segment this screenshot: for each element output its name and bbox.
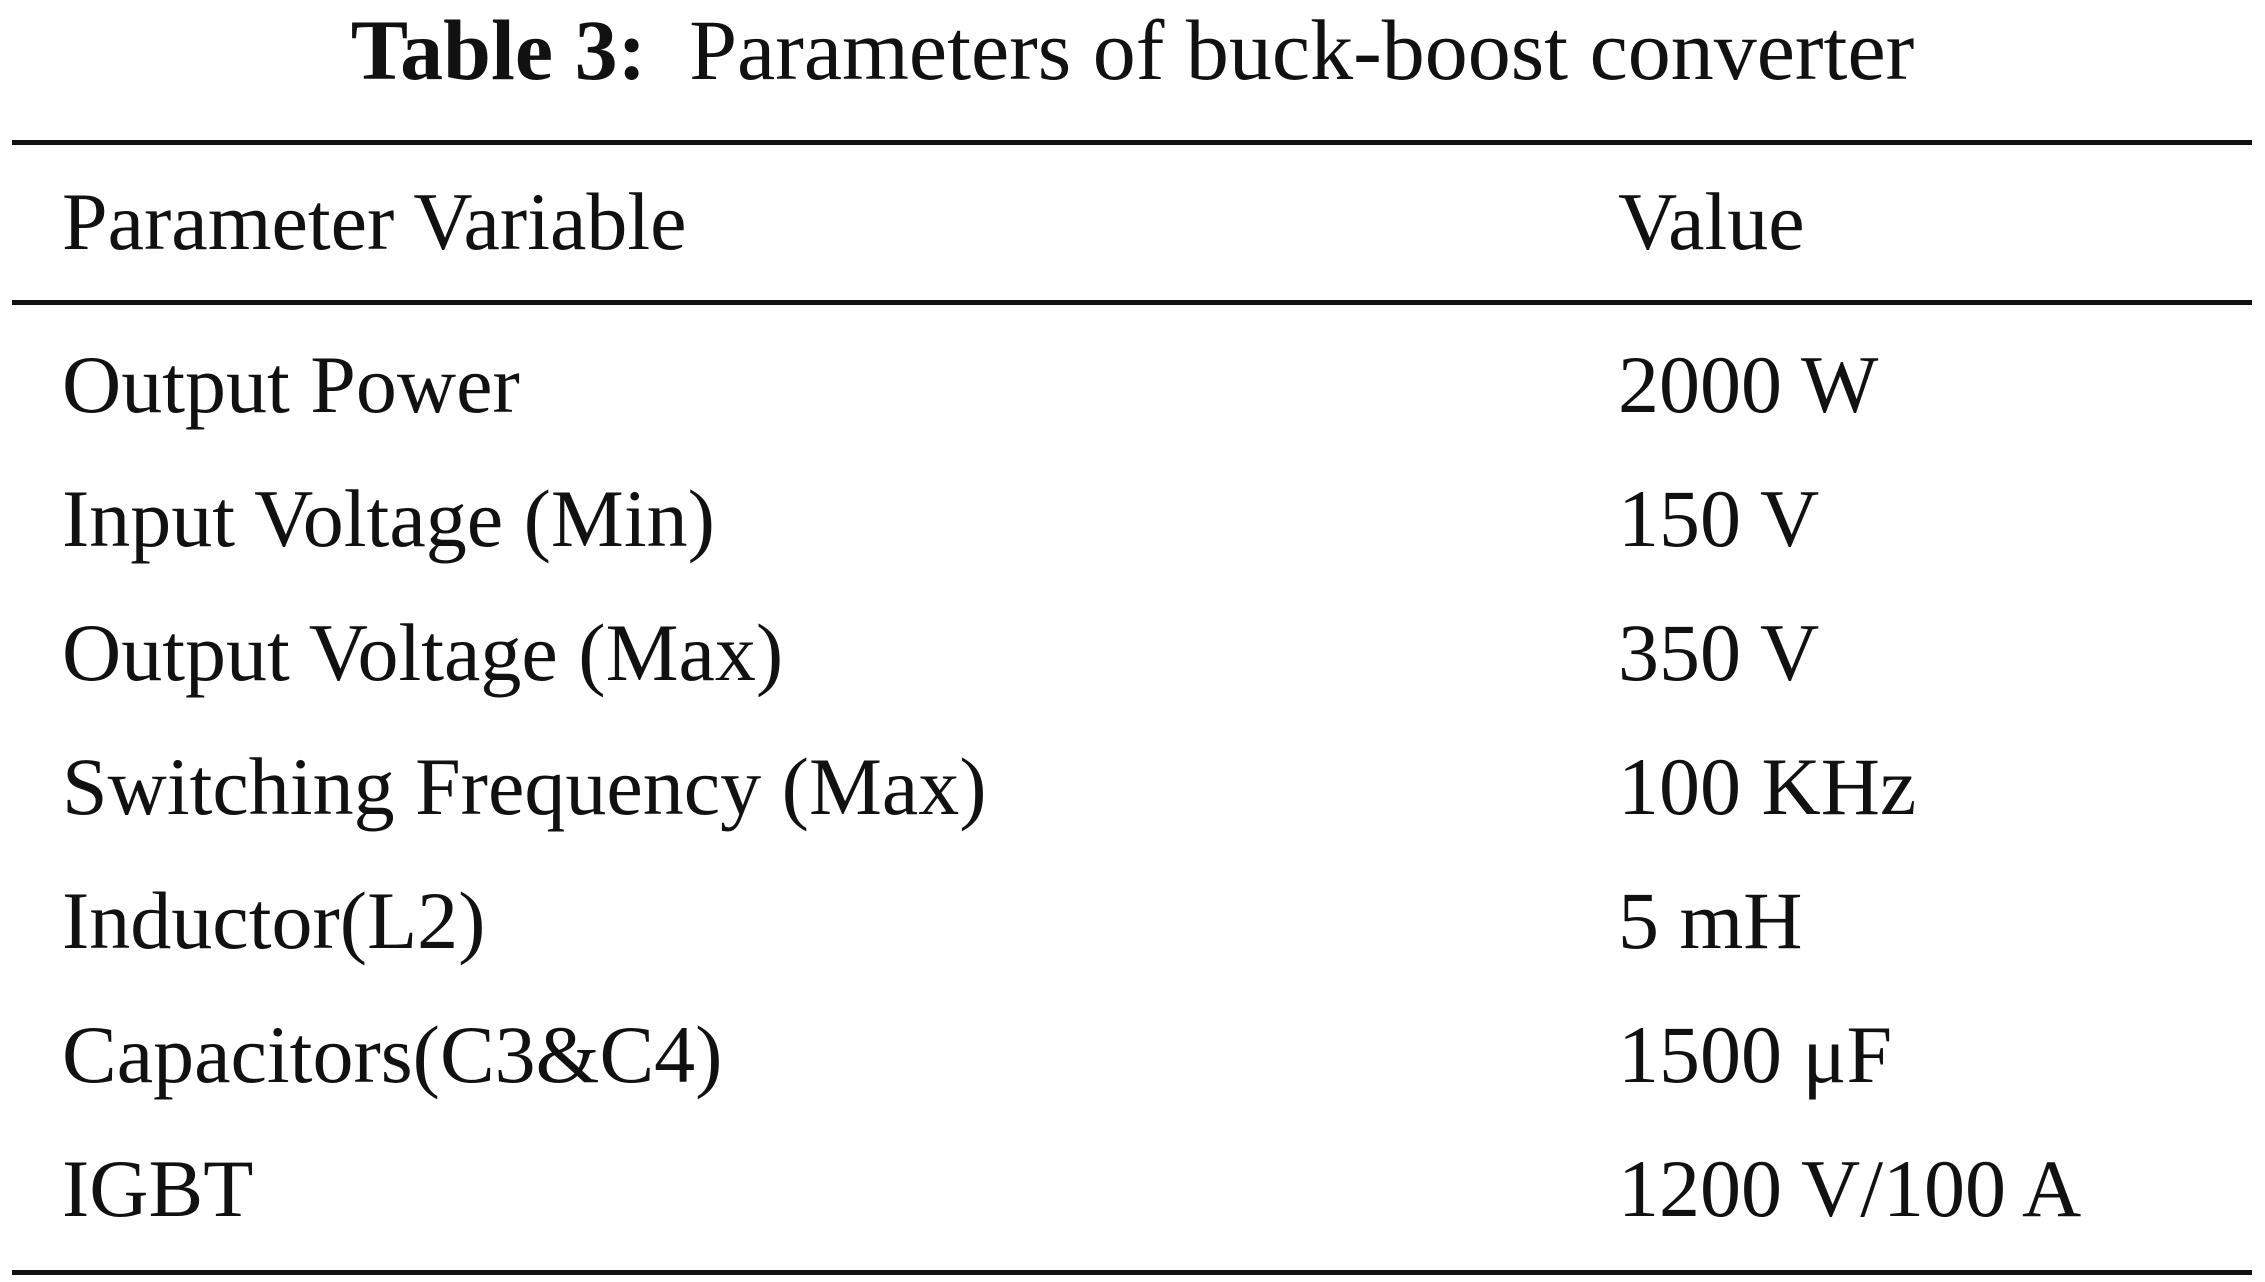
table-header-rule: [12, 300, 2252, 305]
table-body: Output Power 2000 W Input Voltage (Min) …: [0, 335, 2265, 1273]
table-row: Input Voltage (Min) 150 V: [0, 469, 2265, 603]
parameter-cell: Input Voltage (Min): [62, 473, 715, 564]
table-row: Output Voltage (Max) 350 V: [0, 603, 2265, 737]
header-value: Value: [1618, 176, 1805, 267]
parameter-cell: Inductor(L2): [62, 875, 486, 966]
table-row: Switching Frequency (Max) 100 KHz: [0, 737, 2265, 871]
value-cell: 150 V: [1618, 473, 1820, 564]
table-row: Inductor(L2) 5 mH: [0, 871, 2265, 1005]
table-row: IGBT 1200 V/100 A: [0, 1139, 2265, 1273]
table-bottom-rule: [12, 1270, 2252, 1275]
parameter-cell: Output Voltage (Max): [62, 607, 784, 698]
parameter-cell: Capacitors(C3&C4): [62, 1009, 723, 1100]
value-cell: 100 KHz: [1618, 741, 1917, 832]
table-row: Output Power 2000 W: [0, 335, 2265, 469]
caption-title: Parameters of buck-boost converter: [689, 2, 1915, 98]
table-top-rule: [12, 140, 2252, 145]
value-cell: 5 mH: [1618, 875, 1803, 966]
table-row: Capacitors(C3&C4) 1500 μF: [0, 1005, 2265, 1139]
parameter-cell: IGBT: [62, 1143, 254, 1234]
header-parameter: Parameter Variable: [62, 176, 687, 267]
value-cell: 1500 μF: [1618, 1009, 1893, 1100]
table-caption: Table 3: Parameters of buck-boost conver…: [0, 0, 2265, 100]
parameter-cell: Output Power: [62, 339, 520, 430]
value-cell: 350 V: [1618, 607, 1820, 698]
caption-label: Table 3:: [350, 2, 647, 98]
value-cell: 2000 W: [1618, 339, 1879, 430]
parameter-cell: Switching Frequency (Max): [62, 741, 987, 832]
value-cell: 1200 V/100 A: [1618, 1143, 2082, 1234]
